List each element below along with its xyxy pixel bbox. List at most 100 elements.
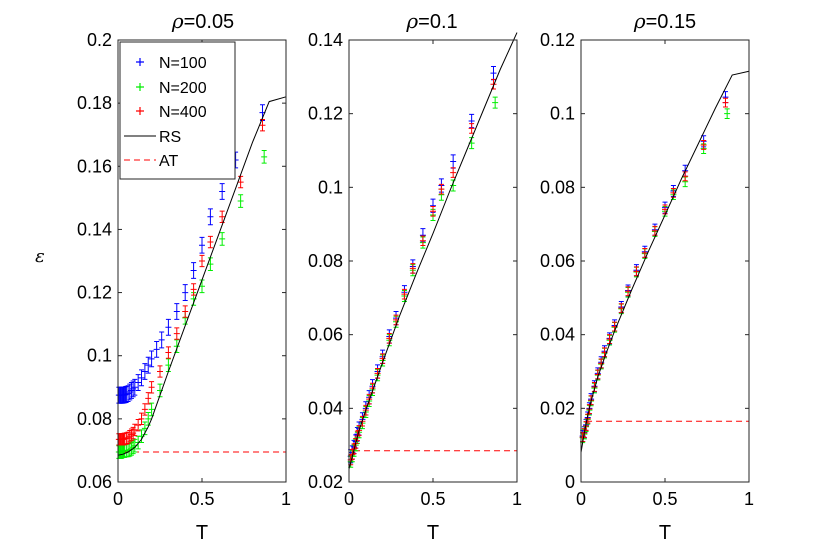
y-tick-label: 0.1 bbox=[87, 346, 112, 366]
data-point bbox=[138, 412, 145, 426]
legend-entry-rs: RS bbox=[124, 129, 181, 146]
data-point bbox=[662, 204, 668, 215]
y-tick-label: 0.2 bbox=[87, 30, 112, 50]
y-tick-label: 0.16 bbox=[77, 156, 112, 176]
data-point bbox=[369, 382, 376, 394]
data-point bbox=[633, 266, 640, 277]
data-point bbox=[165, 358, 172, 372]
data-point bbox=[128, 382, 135, 399]
data-point bbox=[438, 183, 445, 195]
legend-symbol-n100 bbox=[136, 58, 144, 66]
data-point bbox=[173, 327, 180, 340]
y-tick-label: 0.14 bbox=[308, 30, 343, 50]
legend-entry-at: AT bbox=[124, 153, 178, 170]
x-tick-label: 0.5 bbox=[189, 489, 214, 509]
y-tick-label: 0.08 bbox=[540, 177, 575, 197]
data-point bbox=[450, 167, 457, 178]
legend-label-n100: N=100 bbox=[159, 55, 207, 72]
data-point bbox=[374, 368, 381, 379]
data-point bbox=[157, 365, 163, 378]
data-point bbox=[130, 440, 137, 455]
y-tick-label: 0.08 bbox=[308, 251, 343, 271]
data-point bbox=[145, 392, 152, 405]
data-point bbox=[126, 383, 133, 401]
legend-label-n200: N=200 bbox=[159, 80, 207, 97]
series-n-100 bbox=[115, 104, 266, 404]
data-point bbox=[468, 113, 475, 129]
y-tick-label: 0.02 bbox=[308, 472, 343, 492]
series-n-400 bbox=[115, 119, 266, 446]
x-tick-label: 0 bbox=[113, 489, 123, 509]
data-point bbox=[409, 263, 416, 274]
data-point bbox=[157, 383, 163, 398]
data-point bbox=[450, 154, 457, 169]
legend-symbol-n400 bbox=[136, 107, 144, 115]
panel-1-ticks: 0.06 0.08 0.1 0.12 0.14 0.16 0.18 0.2 0 0.5 1 bbox=[77, 30, 291, 509]
data-point bbox=[490, 66, 497, 81]
y-tick-label: 0.14 bbox=[77, 219, 112, 239]
panel-2-title: ρ=0.1 bbox=[405, 9, 457, 33]
data-point bbox=[199, 254, 205, 268]
legend-entry-n100: N=100 bbox=[136, 55, 207, 72]
data-point bbox=[259, 119, 266, 132]
data-point bbox=[207, 235, 214, 249]
data-point bbox=[135, 418, 142, 432]
data-point bbox=[138, 429, 145, 444]
panel-3-title-symbol: ρ bbox=[633, 9, 646, 33]
data-point bbox=[386, 333, 393, 344]
panel-1-title: ρ=0.05 bbox=[171, 9, 234, 33]
panel-3-xlabel: T bbox=[659, 522, 671, 544]
data-point bbox=[611, 321, 618, 332]
data-point bbox=[419, 235, 426, 247]
data-point bbox=[131, 423, 138, 437]
legend: N=100 N=200 N=400 RS AT bbox=[119, 41, 236, 180]
panel-3: ρ=0.15 0 0.02 0.04 0.06 0.08 0.1 0.12 0 0.5 1 T bbox=[540, 9, 754, 544]
data-point bbox=[153, 341, 160, 358]
y-tick-label: 0.04 bbox=[308, 398, 343, 418]
data-point bbox=[145, 412, 152, 426]
data-point bbox=[135, 435, 142, 450]
data-point bbox=[141, 363, 148, 380]
data-point bbox=[190, 283, 197, 296]
data-point bbox=[419, 228, 426, 243]
legend-label-rs: RS bbox=[159, 129, 181, 146]
data-point bbox=[700, 140, 707, 150]
panel-3-ticks: 0 0.02 0.04 0.06 0.08 0.1 0.12 0 0.5 1 bbox=[540, 30, 754, 509]
data-point bbox=[148, 381, 155, 394]
panel-1-marks bbox=[115, 96, 287, 459]
data-point bbox=[618, 303, 625, 314]
data-point bbox=[232, 151, 239, 169]
data-point bbox=[641, 247, 648, 258]
legend-label-at: AT bbox=[159, 153, 178, 170]
legend-entry-n200: N=200 bbox=[136, 80, 207, 97]
data-point bbox=[219, 232, 226, 246]
data-point bbox=[148, 350, 155, 368]
data-point bbox=[123, 432, 130, 445]
data-point bbox=[259, 104, 266, 122]
y-tick-label: 0.04 bbox=[540, 325, 575, 345]
y-tick-label: 0.1 bbox=[318, 177, 343, 197]
data-point bbox=[207, 208, 214, 226]
data-point bbox=[430, 205, 436, 217]
y-tick-label: 0.18 bbox=[77, 93, 112, 113]
data-point bbox=[219, 183, 226, 200]
data-point bbox=[722, 97, 729, 108]
data-point bbox=[379, 353, 386, 364]
data-point bbox=[148, 402, 155, 417]
panel-2-marks bbox=[347, 32, 518, 470]
data-point bbox=[165, 346, 172, 359]
data-point bbox=[625, 286, 632, 297]
x-tick-label: 0.5 bbox=[652, 489, 677, 509]
data-point bbox=[651, 225, 658, 236]
data-point bbox=[126, 430, 133, 443]
data-point bbox=[190, 262, 197, 279]
data-point bbox=[450, 179, 457, 192]
x-tick-label: 1 bbox=[281, 489, 291, 509]
y-tick-label: 0.06 bbox=[540, 251, 575, 271]
y-tick-label: 0.12 bbox=[77, 283, 112, 303]
data-point bbox=[141, 403, 148, 416]
x-tick-label: 1 bbox=[744, 489, 754, 509]
data-point bbox=[130, 380, 137, 398]
data-point bbox=[237, 194, 244, 208]
